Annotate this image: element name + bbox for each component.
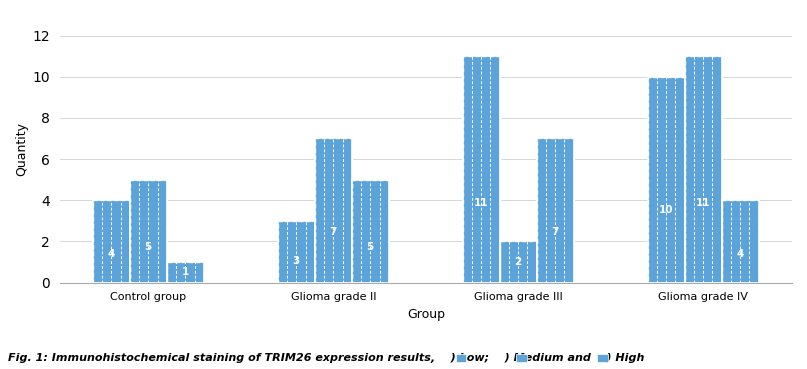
Bar bbox=[462, 56, 500, 283]
Y-axis label: Quantity: Quantity bbox=[15, 122, 28, 176]
Bar bbox=[278, 221, 315, 283]
Text: 4: 4 bbox=[107, 249, 115, 259]
Text: 11: 11 bbox=[474, 198, 488, 208]
Text: 11: 11 bbox=[696, 198, 710, 208]
Bar bbox=[130, 180, 167, 283]
Text: 10: 10 bbox=[659, 206, 674, 215]
Text: 7: 7 bbox=[329, 227, 337, 237]
Text: 7: 7 bbox=[551, 227, 559, 237]
Bar bbox=[352, 180, 389, 283]
Bar bbox=[315, 138, 352, 283]
Bar bbox=[684, 56, 721, 283]
Bar bbox=[537, 138, 574, 283]
Text: 2: 2 bbox=[515, 257, 522, 267]
X-axis label: Group: Group bbox=[407, 308, 445, 321]
Text: 3: 3 bbox=[293, 256, 300, 266]
Bar bbox=[93, 200, 130, 283]
Bar bbox=[500, 241, 537, 283]
Text: 5: 5 bbox=[144, 241, 152, 252]
Text: Fig. 1: Immunohistochemical staining of TRIM26 expression results,    ) Low;    : Fig. 1: Immunohistochemical staining of … bbox=[8, 354, 645, 363]
Bar bbox=[167, 262, 204, 283]
Bar bbox=[721, 200, 759, 283]
Text: 5: 5 bbox=[366, 241, 374, 252]
Bar bbox=[648, 77, 684, 283]
Text: 1: 1 bbox=[182, 267, 189, 277]
Text: 4: 4 bbox=[737, 249, 744, 259]
